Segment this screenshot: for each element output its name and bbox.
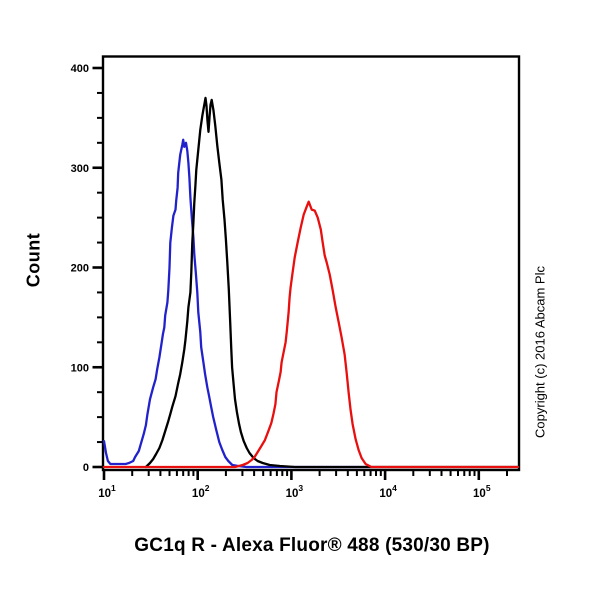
black-curve [144, 96, 519, 469]
svg-text:100: 100 [71, 362, 89, 374]
copyright-notice: Copyright (c) 2016 Abcam Plc [532, 266, 548, 438]
svg-text:400: 400 [71, 63, 89, 75]
x-axis-tick-labels: 101 102 103 104 105 [98, 483, 491, 500]
plot-border [101, 55, 521, 472]
svg-text:102: 102 [192, 483, 210, 500]
svg-text:103: 103 [286, 483, 304, 500]
red-curve [102, 200, 520, 469]
svg-text:104: 104 [379, 483, 397, 500]
curves [102, 96, 520, 469]
svg-text:105: 105 [473, 483, 491, 500]
y-axis-ticks [92, 66, 103, 469]
svg-text:200: 200 [71, 263, 89, 275]
svg-text:0: 0 [83, 462, 89, 474]
chart-title: GC1q R - Alexa Fluor® 488 (530/30 BP) [134, 535, 490, 556]
svg-text:101: 101 [98, 483, 116, 500]
x-axis-ticks [102, 470, 509, 480]
blue-curve [102, 138, 372, 469]
svg-text:300: 300 [71, 163, 89, 175]
y-axis-tick-labels: 0 100 200 300 400 [71, 63, 89, 474]
